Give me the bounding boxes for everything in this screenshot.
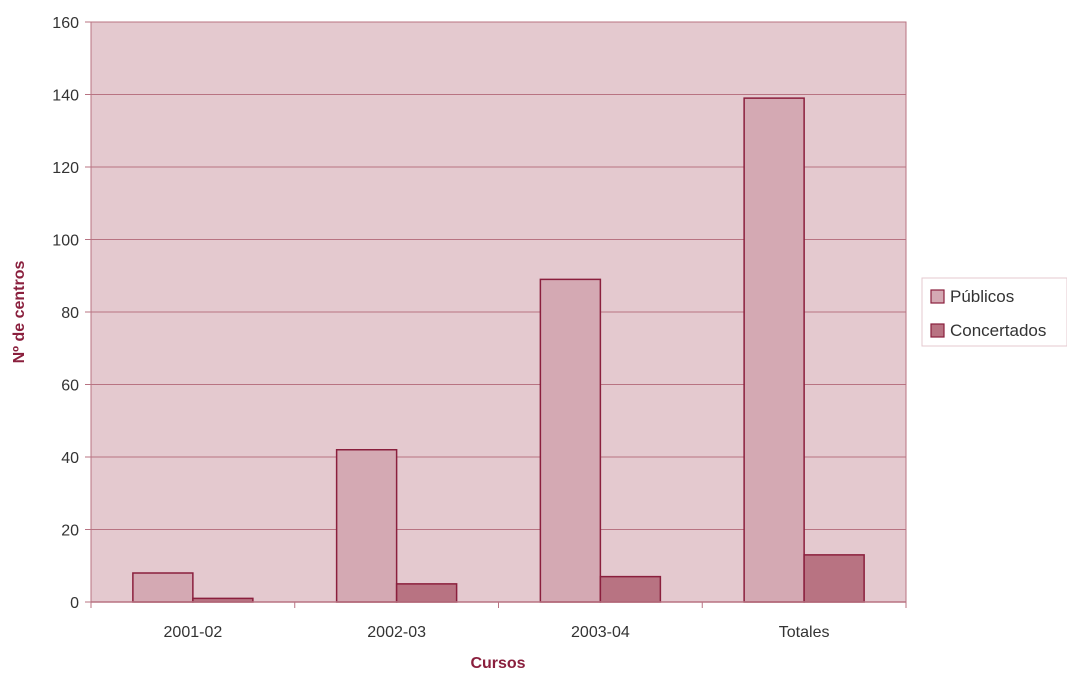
y-tick-label: 0 <box>70 595 79 612</box>
y-tick-label: 40 <box>61 450 79 467</box>
legend: Públicos Concertados <box>921 277 1067 347</box>
y-tick-label: 60 <box>61 378 79 395</box>
x-axis <box>90 601 907 608</box>
bar-concertados <box>803 554 865 603</box>
bar-concertados <box>395 583 458 603</box>
y-tick-label: 140 <box>52 88 79 105</box>
legend-label: Públicos <box>950 287 1014 306</box>
legend-swatch <box>930 323 945 338</box>
y-axis-title: Nº de centros <box>11 261 28 364</box>
bar-publicos <box>743 97 805 603</box>
y-tick-label: 120 <box>52 160 79 177</box>
bar-publicos <box>539 278 602 603</box>
bar-publicos <box>132 572 194 603</box>
x-tick-label: 2002-03 <box>367 624 426 641</box>
bar-concertados <box>599 575 662 603</box>
y-axis-ticks: 0 20 40 60 80 100 120 140 160 <box>52 15 91 612</box>
y-tick-label: 160 <box>52 15 79 32</box>
legend-swatch <box>930 289 945 304</box>
x-tick-label: 2001-02 <box>164 624 223 641</box>
x-tick-label: 2003-04 <box>571 624 630 641</box>
legend-label: Concertados <box>950 321 1046 340</box>
y-tick-label: 80 <box>61 305 79 322</box>
x-axis-title: Cursos <box>470 655 525 672</box>
x-axis-ticks: 2001-02 2002-03 2003-04 Totales <box>164 624 830 641</box>
y-tick-label: 20 <box>61 523 79 540</box>
y-tick-label: 100 <box>52 233 79 250</box>
x-tick-label: Totales <box>779 624 830 641</box>
legend-box <box>921 277 1067 347</box>
bar-publicos <box>335 449 398 603</box>
